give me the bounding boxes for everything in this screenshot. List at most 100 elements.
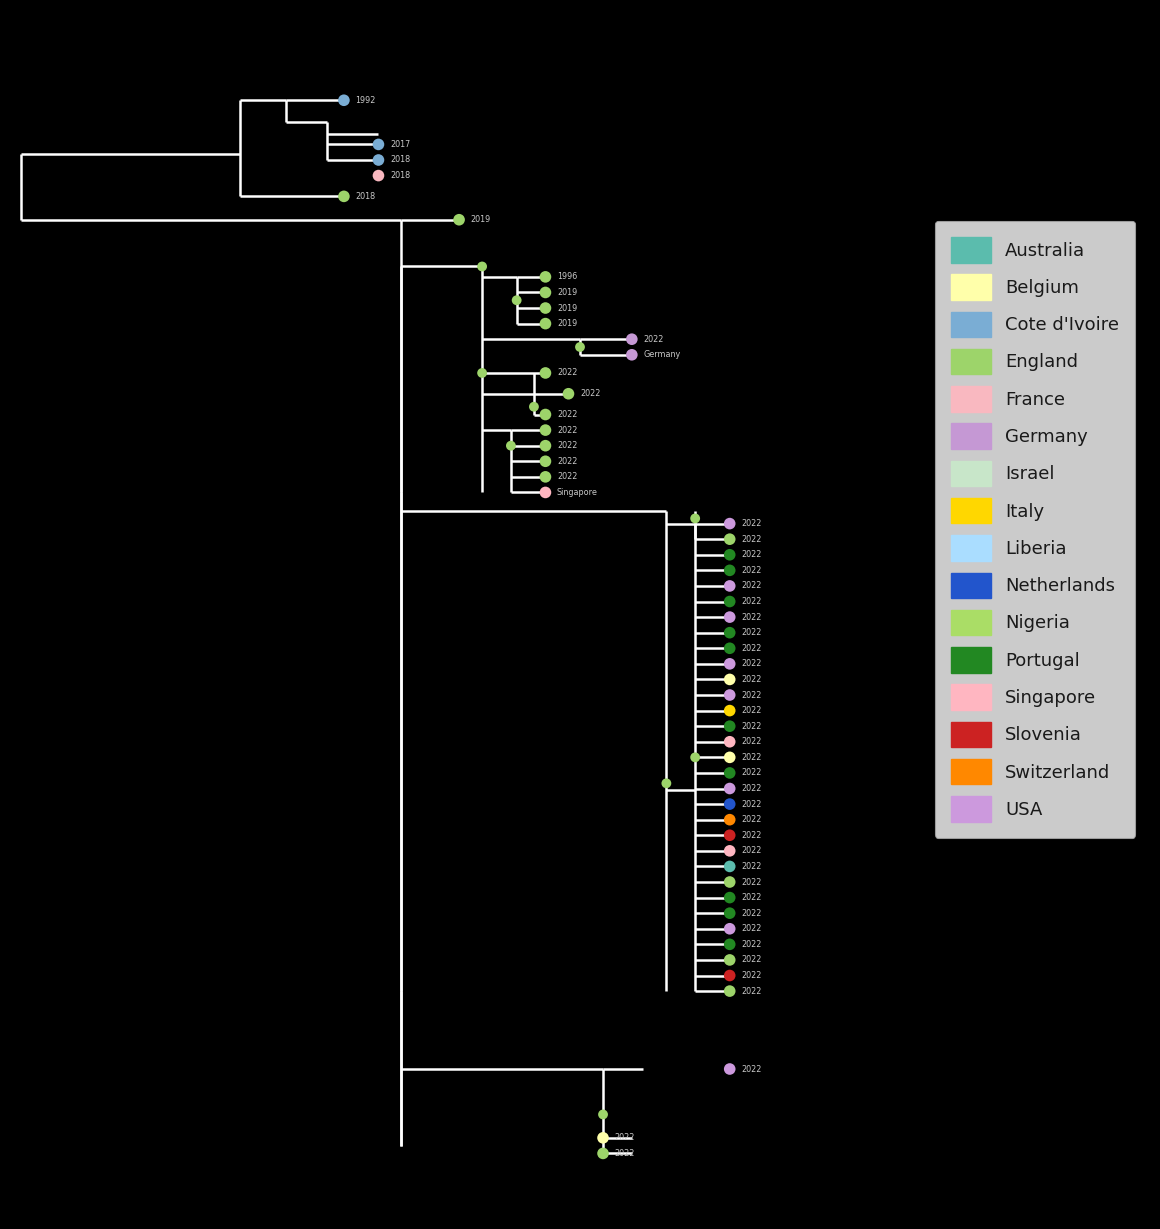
Point xyxy=(334,187,353,206)
Point xyxy=(720,841,739,860)
Text: 2022: 2022 xyxy=(741,675,762,683)
Point xyxy=(473,363,492,382)
Text: 2019: 2019 xyxy=(471,215,491,224)
Text: 2022: 2022 xyxy=(741,1064,762,1073)
Point xyxy=(720,530,739,549)
Text: 2022: 2022 xyxy=(741,721,762,731)
Point xyxy=(720,607,739,627)
Text: 2022: 2022 xyxy=(615,1133,635,1142)
Point xyxy=(536,283,554,302)
Point xyxy=(334,91,353,111)
Text: 2022: 2022 xyxy=(741,691,762,699)
Point xyxy=(450,210,469,230)
Point xyxy=(594,1105,612,1125)
Point xyxy=(720,966,739,986)
Point xyxy=(594,1128,612,1148)
Text: 2018: 2018 xyxy=(390,171,411,181)
Point xyxy=(524,397,543,417)
Text: 2022: 2022 xyxy=(741,784,762,793)
Point xyxy=(720,826,739,846)
Point xyxy=(686,509,704,528)
Point xyxy=(536,420,554,440)
Text: 2022: 2022 xyxy=(741,847,762,855)
Text: 2022: 2022 xyxy=(741,597,762,606)
Text: 2022: 2022 xyxy=(741,659,762,669)
Text: 2022: 2022 xyxy=(741,768,762,778)
Text: 2022: 2022 xyxy=(557,457,578,466)
Text: 2022: 2022 xyxy=(741,535,762,543)
Text: 2022: 2022 xyxy=(615,1149,635,1158)
Point xyxy=(369,166,387,186)
Point xyxy=(720,732,739,752)
Point xyxy=(369,135,387,155)
Text: 2022: 2022 xyxy=(557,369,578,377)
Text: 2022: 2022 xyxy=(741,628,762,637)
Text: 2022: 2022 xyxy=(557,425,578,435)
Point xyxy=(720,514,739,533)
Text: 2017: 2017 xyxy=(390,140,411,149)
Text: 2022: 2022 xyxy=(741,955,762,965)
Point xyxy=(536,267,554,286)
Point xyxy=(720,576,739,596)
Point xyxy=(720,887,739,907)
Point xyxy=(720,794,739,814)
Point xyxy=(720,560,739,580)
Point xyxy=(720,903,739,923)
Point xyxy=(473,257,492,277)
Text: 2022: 2022 xyxy=(741,893,762,902)
Text: 2022: 2022 xyxy=(741,581,762,590)
Point xyxy=(536,483,554,503)
Point xyxy=(720,747,739,767)
Text: 1992: 1992 xyxy=(355,96,376,104)
Point xyxy=(536,451,554,471)
Text: 2022: 2022 xyxy=(741,519,762,528)
Text: 2022: 2022 xyxy=(741,815,762,825)
Point xyxy=(720,544,739,564)
Point xyxy=(720,591,739,611)
Point xyxy=(623,345,641,365)
Text: 2022: 2022 xyxy=(741,908,762,918)
Point xyxy=(369,150,387,170)
Point xyxy=(720,670,739,689)
Point xyxy=(720,717,739,736)
Legend: Australia, Belgium, Cote d'Ivoire, England, France, Germany, Israel, Italy, Libe: Australia, Belgium, Cote d'Ivoire, Engla… xyxy=(935,221,1136,838)
Point xyxy=(657,773,675,793)
Text: 2018: 2018 xyxy=(390,156,411,165)
Text: 2022: 2022 xyxy=(741,753,762,762)
Point xyxy=(720,654,739,673)
Text: 2022: 2022 xyxy=(741,862,762,871)
Point xyxy=(720,934,739,954)
Point xyxy=(501,436,520,456)
Point xyxy=(720,779,739,799)
Point xyxy=(720,686,739,705)
Text: 2019: 2019 xyxy=(557,304,578,312)
Text: 2022: 2022 xyxy=(580,390,601,398)
Text: 2022: 2022 xyxy=(741,612,762,622)
Text: 2022: 2022 xyxy=(741,831,762,839)
Point xyxy=(571,337,589,356)
Point xyxy=(720,873,739,892)
Point xyxy=(686,747,704,767)
Point xyxy=(536,313,554,333)
Text: 2022: 2022 xyxy=(741,971,762,980)
Point xyxy=(559,383,578,403)
Text: 2022: 2022 xyxy=(741,940,762,949)
Point xyxy=(720,701,739,720)
Text: Singapore: Singapore xyxy=(557,488,597,497)
Point xyxy=(720,638,739,658)
Point xyxy=(720,810,739,830)
Text: 2022: 2022 xyxy=(741,737,762,746)
Point xyxy=(507,290,525,310)
Point xyxy=(450,210,469,230)
Text: 2022: 2022 xyxy=(644,334,664,344)
Text: 2022: 2022 xyxy=(741,878,762,886)
Text: Germany: Germany xyxy=(644,350,681,359)
Text: 2022: 2022 xyxy=(741,987,762,995)
Point xyxy=(623,329,641,349)
Text: 2022: 2022 xyxy=(741,707,762,715)
Point xyxy=(594,1143,612,1163)
Text: 2022: 2022 xyxy=(741,565,762,575)
Point xyxy=(720,857,739,876)
Point xyxy=(536,467,554,487)
Point xyxy=(720,623,739,643)
